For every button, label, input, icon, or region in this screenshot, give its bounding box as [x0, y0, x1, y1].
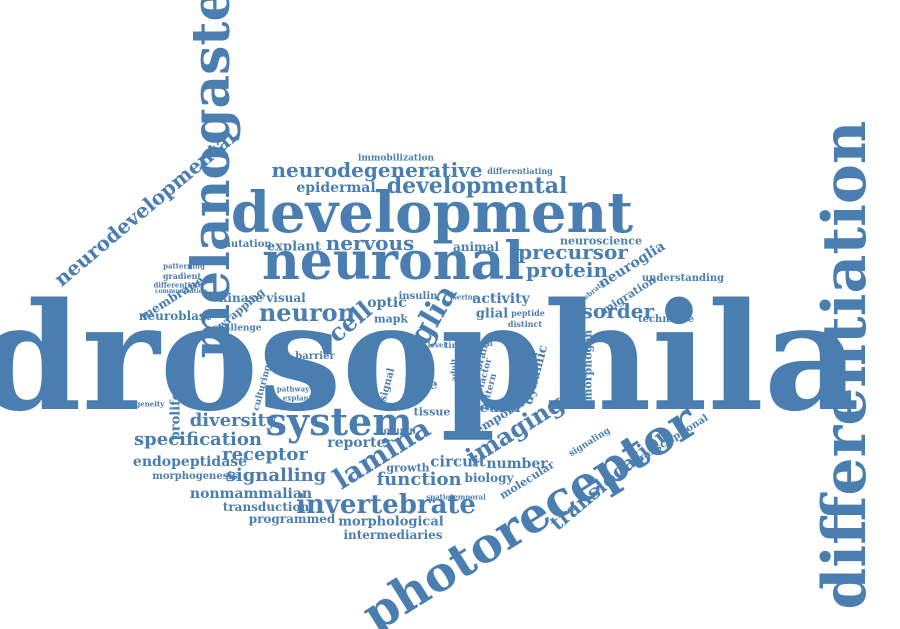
word-serine: serine [452, 292, 478, 302]
word-explant: explant [267, 239, 321, 255]
word-neuroblast: neuroblast [138, 309, 212, 323]
word-receptor: receptor [222, 444, 308, 465]
word-neuronal: neuronal [261, 231, 525, 292]
word-gradient: gradient [162, 271, 202, 281]
word-biology: biology [464, 471, 514, 485]
word-peptide: peptide [511, 308, 545, 318]
word-column: column [378, 426, 416, 437]
word-pathway: pathway [276, 384, 310, 394]
word-neurodegenerative: neurodegenerative [271, 158, 483, 182]
word-barrier: barrier [295, 351, 335, 362]
word-morphogenesis: morphogenesis [152, 471, 238, 482]
word-neuroscience: neuroscience [560, 234, 642, 248]
word-animal: animal [452, 240, 500, 254]
word-tissue: tissue [413, 405, 451, 419]
word-specification: specification [134, 429, 262, 450]
word-differentiation: differentiation [810, 120, 880, 610]
word-growth: growth [386, 461, 430, 475]
word-level: level [427, 340, 447, 350]
word-immobilization: immobilization [357, 153, 435, 164]
word-activity: activity [472, 291, 530, 307]
word-morphological: morphological [338, 514, 444, 530]
word-diversity: diversity [189, 410, 277, 431]
word-endopeptidase: endopeptidase [132, 454, 248, 470]
word-communication: communication [154, 288, 208, 295]
word-neural: neural [469, 400, 521, 416]
word-distinct: distinct [507, 319, 543, 329]
word-programmed: programmed [248, 512, 336, 526]
word-morphogen: morphogen [581, 329, 595, 401]
word-technique: technique [637, 314, 695, 325]
word-time: time [444, 340, 466, 350]
word-proliferation: proliferation [168, 347, 184, 441]
word-explanted: explanted [282, 393, 322, 403]
word-drosophila: drosophila [0, 270, 860, 444]
word-signalling: signalling [225, 465, 327, 486]
word-nervous: nervous [325, 231, 415, 255]
word-differentiate: differentiate [153, 280, 203, 290]
word-developmental: developmental [386, 173, 568, 199]
word-number: number [486, 456, 548, 472]
word-function: function [376, 469, 462, 490]
word-nonmammalian: nonmammalian [189, 486, 313, 502]
word-intermediaries: intermediaries [343, 528, 443, 542]
word-visual: visual [266, 291, 306, 305]
word-disorder: disorder [560, 299, 654, 323]
word-mapk: mapk [373, 312, 409, 326]
word-optic: optic [367, 295, 407, 311]
word-spatiotemporal: spatiotemporal [426, 492, 486, 502]
word-system: system [265, 399, 413, 444]
word-mutation: mutation [220, 239, 272, 250]
word-death: death [467, 338, 493, 348]
word-protein: protein [526, 258, 608, 282]
word-adult: adult [449, 358, 459, 382]
word-neuron: neuron [258, 298, 356, 327]
word-kinase: kinase [219, 291, 263, 305]
word-development: development [230, 180, 634, 246]
word-transduction: transduction [222, 500, 310, 514]
word-invertebrate: invertebrate [296, 490, 476, 520]
word-heterogeneity: heterogeneity [109, 399, 165, 409]
word-patterning: patterning [163, 261, 205, 271]
word-differentiating: differentiating [487, 166, 553, 176]
word-lobe: lobe [404, 377, 438, 393]
word-reporter: reporter [327, 435, 393, 451]
word-glial: glial [475, 306, 509, 322]
word-epidermal: epidermal [296, 180, 376, 196]
word-precursor: precursor [518, 240, 628, 264]
word-challenge: challenge [212, 323, 262, 334]
word-understanding: understanding [641, 273, 725, 284]
word-circuit: circuit [430, 452, 486, 471]
word-insulin: insulin [398, 291, 438, 302]
